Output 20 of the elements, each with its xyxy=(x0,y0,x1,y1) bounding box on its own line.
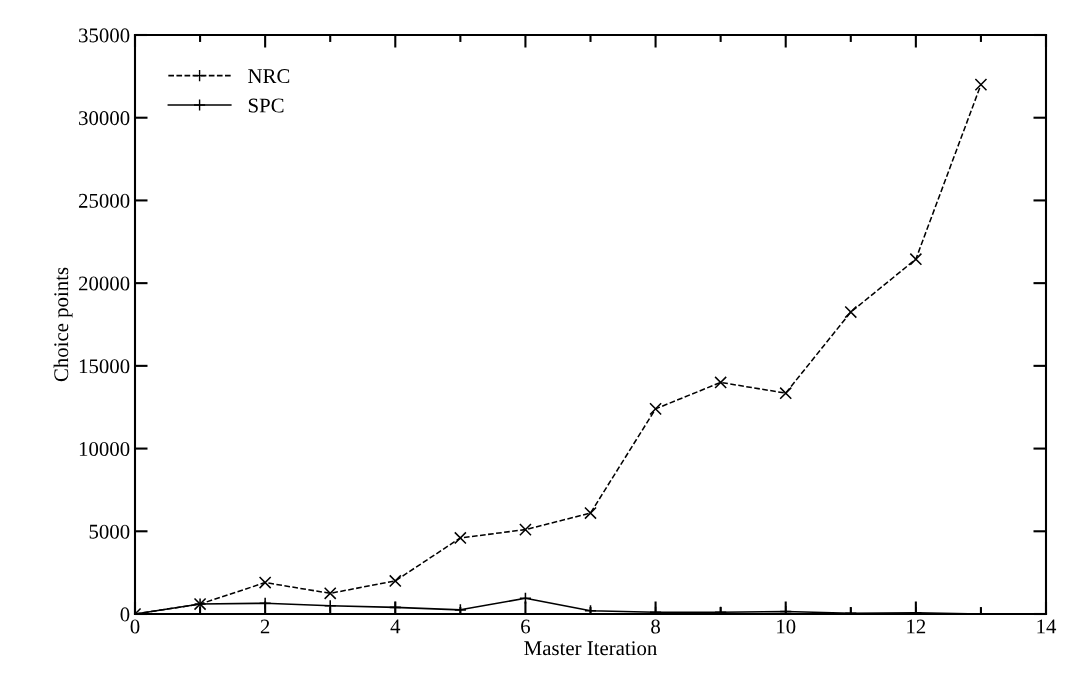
y-tick-label: 20000 xyxy=(78,276,130,291)
x-tick-label: 12 xyxy=(907,619,926,634)
x-tick-label: 2 xyxy=(260,619,270,634)
x-tick-label: 14 xyxy=(1037,619,1057,634)
legend-label: NRC xyxy=(248,69,290,84)
x-tick-label: 4 xyxy=(390,619,401,634)
y-tick-label: 5000 xyxy=(89,524,130,539)
y-tick-label: 15000 xyxy=(79,359,130,374)
y-tick-label: 0 xyxy=(120,607,130,622)
x-tick-label: 10 xyxy=(777,619,796,634)
y-axis-title: Choice points xyxy=(53,267,73,382)
x-tick-label: 8 xyxy=(651,619,660,634)
legend-label: SPC xyxy=(248,98,284,113)
x-tick-label: 0 xyxy=(130,619,140,634)
y-tick-label: 30000 xyxy=(79,111,130,126)
x-tick-label: 6 xyxy=(521,619,531,634)
y-tick-label: 35000 xyxy=(79,28,130,43)
x-axis-title: Master Iteration xyxy=(524,641,657,656)
y-tick-label: 25000 xyxy=(78,193,130,208)
y-tick-label: 10000 xyxy=(79,441,130,456)
